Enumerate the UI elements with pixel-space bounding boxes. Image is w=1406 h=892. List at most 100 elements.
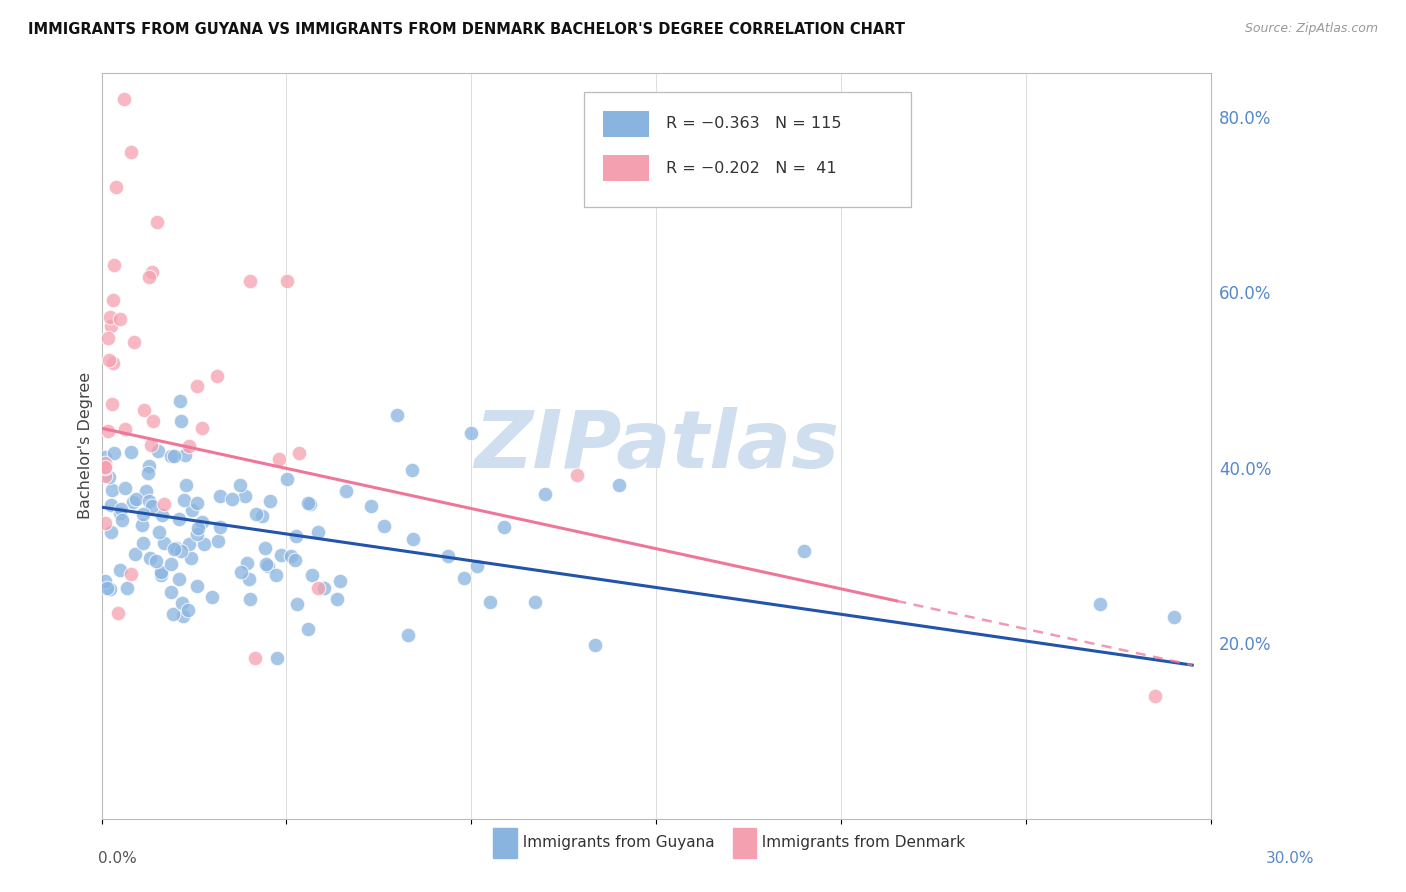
Point (94, 461, 117, 475)
Point (299, 497, 322, 511)
Point (94, 574, 117, 588)
Point (142, 414, 165, 428)
Point (1163, 610, 1185, 624)
Point (94, 450, 117, 464)
Point (138, 494, 160, 508)
Point (105, 180, 128, 194)
Point (173, 493, 195, 508)
Point (176, 603, 198, 617)
Point (186, 379, 208, 393)
Point (250, 508, 273, 523)
Point (257, 558, 280, 573)
Text: Source: ZipAtlas.com: Source: ZipAtlas.com (1244, 22, 1378, 36)
Point (98, 310, 121, 325)
Point (162, 607, 184, 622)
Point (101, 397, 124, 411)
Point (125, 492, 148, 507)
Point (297, 622, 319, 636)
Point (534, 487, 557, 501)
Point (266, 568, 288, 582)
Point (146, 215, 169, 229)
Point (236, 557, 259, 571)
Point (187, 521, 209, 535)
Point (124, 335, 146, 350)
Point (190, 515, 212, 529)
Point (135, 483, 157, 498)
Point (131, 518, 153, 533)
Text: Immigrants from Guyana: Immigrants from Guyana (513, 836, 714, 850)
Point (307, 524, 329, 539)
Point (193, 537, 215, 551)
Point (186, 579, 208, 593)
FancyBboxPatch shape (603, 155, 650, 181)
Point (254, 541, 277, 555)
Point (138, 269, 160, 284)
Point (190, 420, 212, 434)
Point (170, 544, 193, 558)
Point (607, 478, 630, 492)
Point (108, 506, 131, 520)
Point (285, 529, 308, 543)
Point (124, 547, 146, 561)
Point (238, 274, 260, 288)
Point (239, 592, 262, 607)
Point (233, 489, 256, 503)
Point (283, 553, 305, 567)
Point (120, 145, 142, 159)
Point (114, 481, 136, 495)
Point (583, 638, 606, 652)
Point (169, 394, 191, 409)
Point (136, 466, 159, 480)
Point (266, 650, 288, 665)
Point (98, 353, 121, 368)
Point (108, 563, 131, 577)
Point (280, 549, 302, 563)
Point (221, 492, 243, 507)
Point (326, 591, 349, 606)
Point (94, 516, 117, 530)
Text: IMMIGRANTS FROM GUYANA VS IMMIGRANTS FROM DENMARK BACHELOR'S DEGREE CORRELATION : IMMIGRANTS FROM GUYANA VS IMMIGRANTS FRO… (28, 22, 905, 37)
Point (141, 265, 163, 279)
Point (97, 424, 120, 438)
Point (314, 581, 336, 595)
Text: R = −0.202   N =  41: R = −0.202 N = 41 (666, 161, 837, 176)
FancyBboxPatch shape (583, 92, 911, 207)
Point (565, 467, 588, 482)
Point (229, 478, 252, 492)
Point (200, 590, 222, 604)
Point (117, 581, 139, 595)
Point (100, 524, 122, 539)
Point (269, 451, 291, 466)
Point (160, 449, 183, 463)
Point (335, 484, 357, 499)
Point (401, 533, 423, 547)
Point (165, 541, 187, 556)
Point (100, 582, 122, 596)
Point (153, 497, 176, 511)
Point (396, 628, 419, 642)
Point (465, 559, 488, 574)
Point (170, 414, 193, 428)
Point (139, 438, 162, 452)
Point (288, 445, 311, 459)
Y-axis label: Bachelor's Degree: Bachelor's Degree (79, 372, 93, 519)
Point (307, 582, 329, 596)
Point (172, 608, 194, 623)
Point (301, 568, 323, 582)
Point (149, 567, 172, 582)
Point (174, 478, 197, 492)
Point (132, 403, 155, 417)
Point (114, 421, 136, 435)
Point (120, 567, 142, 582)
FancyBboxPatch shape (603, 111, 650, 136)
Point (401, 463, 423, 477)
Point (180, 503, 202, 517)
Point (287, 597, 309, 611)
Point (145, 554, 167, 568)
Point (101, 483, 124, 497)
Point (107, 606, 129, 620)
Point (103, 356, 125, 370)
Text: R = −0.363   N = 115: R = −0.363 N = 115 (666, 116, 842, 131)
Point (97, 331, 120, 345)
Point (276, 274, 298, 288)
